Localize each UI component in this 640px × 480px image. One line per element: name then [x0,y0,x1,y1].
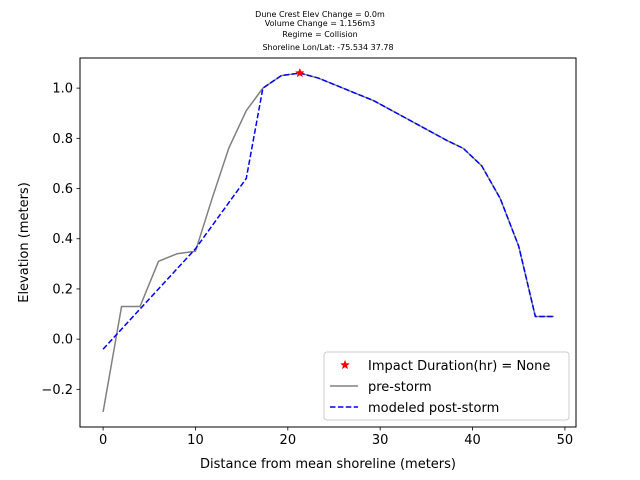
series-layer [102,72,554,413]
y-tick-label: −0.2 [41,383,73,398]
y-axis-label: Elevation (meters) [17,182,32,303]
legend-label-marker: Impact Duration(hr) = None [368,359,550,374]
x-tick-label: 30 [372,433,389,448]
y-tick-label: 1.0 [52,82,73,97]
x-tick-label: 50 [557,433,574,448]
legend-label-1: pre-storm [368,380,432,395]
legend-frame [323,351,570,421]
marker-layer [294,67,305,78]
y-tick-label: 0.2 [52,282,73,297]
x-axis: 0 10 20 30 40 50 [99,427,573,448]
title-line-2: Volume Change = 1.156m3 [265,19,376,28]
y-tick-label: 0.4 [52,232,73,247]
y-tick-label: 0.8 [52,132,73,147]
plot-frame [79,57,577,428]
y-tick-label: 0.0 [52,333,73,348]
x-tick-label: 40 [464,433,481,448]
title-line-4: Shoreline Lon/Lat: -75.534 37.78 [262,43,393,52]
x-tick-label: 20 [280,433,297,448]
chart-title: Dune Crest Elev Change = 0.0m Volume Cha… [255,10,393,52]
impact-marker-star [294,67,305,78]
y-axis: −0.2 0.0 0.2 0.4 0.6 0.8 1.0 [41,82,80,398]
legend: Impact Duration(hr) = None pre-storm model… [323,351,570,421]
title-line-1: Dune Crest Elev Change = 0.0m [255,10,385,19]
series-line-2 [102,72,554,350]
x-axis-label: Distance from mean shoreline (meters) [200,457,456,472]
y-tick-label: 0.6 [52,182,73,197]
legend-marker-star-icon [340,359,350,370]
x-tick-label: 10 [187,433,204,448]
title-line-3: Regime = Collision [282,30,357,39]
x-tick-label: 0 [99,433,107,448]
legend-label-2: modeled post-storm [368,401,499,416]
